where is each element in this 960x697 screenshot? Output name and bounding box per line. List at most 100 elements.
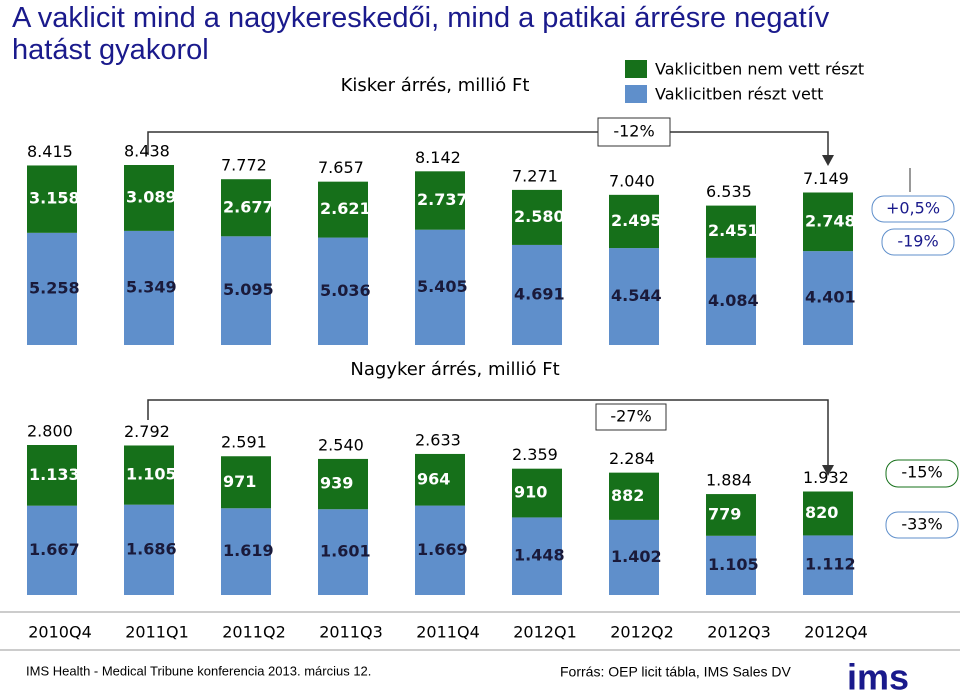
annotation: -15% [901,463,942,482]
value-label: 2.621 [320,199,371,218]
x-tick-label: 2012Q3 [707,623,771,642]
value-label: 1.601 [320,542,371,561]
value-label: 1.667 [29,540,80,559]
total-label: 7.040 [609,171,655,190]
value-label: 1.105 [708,555,759,574]
value-label: 971 [223,472,256,491]
value-label: 910 [514,483,547,502]
bar-segment [124,445,174,505]
value-label: 882 [611,486,644,505]
total-label: 2.633 [415,430,461,449]
bar-segment [124,165,174,231]
value-label: 1.105 [126,465,177,484]
bar-segment [415,453,465,506]
arrow [822,465,834,476]
total-label: 2.540 [318,435,364,454]
annotation: -12% [613,122,654,141]
bar-segment [318,237,368,345]
value-label: 4.401 [805,288,856,307]
annotation: +0,5% [886,199,940,218]
bar-segment [706,535,756,595]
x-tick-label: 2012Q4 [804,623,868,642]
total-label: 6.535 [706,182,752,201]
bar-segment [706,257,756,345]
bar-segment [27,165,77,233]
total-label: 7.657 [318,158,364,177]
value-label: 3.089 [126,187,177,206]
bar-segment [512,189,562,245]
bar-segment [609,472,659,520]
value-label: 5.095 [223,280,274,299]
chart-title: Kisker árrés, millió Ft [341,75,530,96]
value-label: 2.737 [417,190,468,209]
value-label: 2.495 [611,211,662,230]
x-tick-label: 2011Q4 [416,623,480,642]
bar-segment [415,229,465,345]
bar-segment [706,205,756,258]
bar-segment [803,251,853,345]
value-label: 1.448 [514,546,565,565]
legend-swatch [625,60,647,78]
value-label: 2.451 [708,221,759,240]
value-label: 2.677 [223,197,274,216]
legend-label: Vaklicitben részt vett [655,85,823,104]
total-label: 2.284 [609,449,655,468]
total-label: 2.792 [124,422,170,441]
bar-segment [803,192,853,252]
bar-segment [706,494,756,536]
total-label: 1.884 [706,471,752,490]
total-label: 2.359 [512,445,558,464]
value-label: 1.112 [805,555,856,574]
total-label: 7.271 [512,166,558,185]
value-label: 1.402 [611,547,662,566]
annotation-box [885,511,959,539]
bar-segment [27,445,77,506]
annotation: -33% [901,515,942,534]
bar-segment [512,517,562,595]
annotation-box [881,228,955,256]
value-label: 5.036 [320,281,371,300]
x-tick-label: 2012Q1 [513,623,577,642]
value-label: 964 [417,469,450,488]
legend-swatch [625,85,647,103]
bar-segment [27,232,77,345]
value-label: 2.748 [805,211,856,230]
value-label: 5.405 [417,277,468,296]
total-label: 8.142 [415,148,461,167]
x-tick-label: 2011Q2 [222,623,286,642]
bar-segment [318,181,368,238]
value-label: 939 [320,474,353,493]
total-label: 2.800 [27,422,73,441]
value-label: 1.133 [29,465,80,484]
value-label: 820 [805,503,838,522]
annotation-box [595,403,667,431]
total-label: 7.149 [803,169,849,188]
bar-segment [609,519,659,595]
bar-segment [124,504,174,595]
total-label: 8.415 [27,142,73,161]
bar-segment [415,171,465,230]
value-label: 2.580 [514,207,565,226]
x-tick-label: 2011Q3 [319,623,383,642]
bar-segment [512,468,562,518]
value-label: 5.258 [29,278,80,297]
total-label: 8.438 [124,142,170,161]
bar-segment [609,194,659,249]
annotation-box [871,195,955,223]
logo: ims [847,657,909,697]
bar-segment [415,505,465,595]
value-label: 4.544 [611,286,662,305]
bar-segment [221,179,271,237]
chart-title: Nagyker árrés, millió Ft [350,359,559,380]
annotation-box [597,117,671,147]
bar-segment [803,491,853,536]
title: A vaklicit mind a nagykereskedői, mind a… [12,2,830,66]
bar-segment [318,509,368,595]
bracket [147,399,829,470]
arrow [822,155,834,166]
bar-segment [221,236,271,345]
bar-segment [318,458,368,510]
value-label: 5.349 [126,277,177,296]
